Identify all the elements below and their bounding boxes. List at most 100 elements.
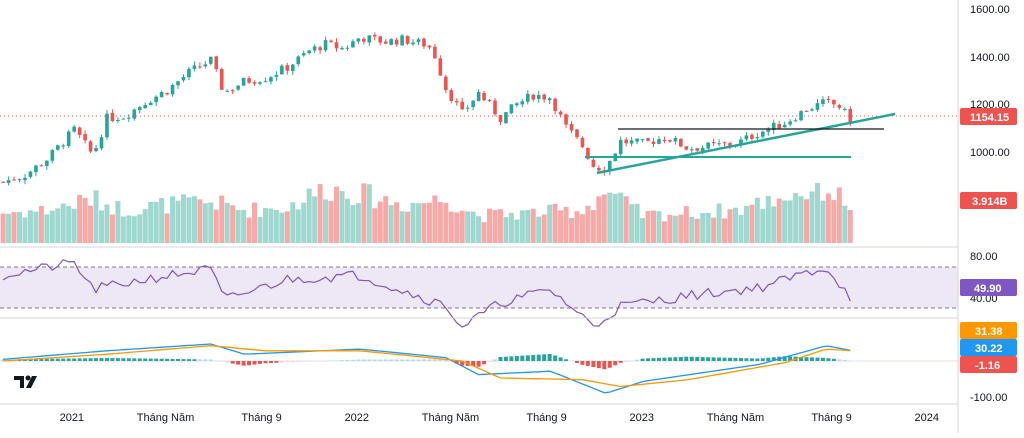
macd-histogram-bar <box>50 358 55 361</box>
macd-histogram-bar <box>383 359 388 361</box>
volume-bar <box>694 218 700 243</box>
macd-histogram-bar <box>104 357 109 361</box>
volume-bar <box>241 210 247 243</box>
volume-bar <box>120 216 126 243</box>
price-pane[interactable] <box>0 32 958 243</box>
volume-bar <box>148 201 154 243</box>
macd-histogram-bar <box>427 359 432 361</box>
macd-histogram-bar <box>416 359 421 361</box>
candle-body <box>187 68 191 78</box>
volume-bar <box>547 204 553 243</box>
volume-bar <box>383 196 389 243</box>
volume-bar <box>104 204 110 243</box>
volume-bar <box>831 200 837 243</box>
macd-histogram-bar <box>159 358 164 361</box>
candle-body <box>771 122 776 131</box>
macd-histogram-bar <box>55 358 60 361</box>
rsi-pane[interactable]: 80.00 40.00 49.90 <box>0 251 1017 328</box>
macd-histogram-bar <box>345 359 350 361</box>
candle-body <box>329 40 333 42</box>
candle-body <box>427 45 432 48</box>
macd-histogram-bar <box>323 360 328 362</box>
macd-pane[interactable]: 31.38 30.22 -1.16 -100.00 <box>0 322 1017 404</box>
candle-body <box>657 139 661 144</box>
volume-bar <box>569 218 575 243</box>
macd-histogram-bar <box>110 358 115 361</box>
candles <box>1 32 853 186</box>
candle-body <box>99 137 104 149</box>
candle-body <box>230 90 235 92</box>
volume-bar <box>437 201 443 243</box>
volume-bar <box>448 211 454 243</box>
signal-line <box>3 345 851 388</box>
time-axis[interactable]: 2021 Tháng Năm Tháng 9 2022 Tháng Năm Tháng 9… <box>60 412 939 424</box>
candle-body <box>826 98 831 100</box>
volume-bar <box>525 209 531 243</box>
candle-body <box>586 147 590 159</box>
volume-bar <box>262 208 268 243</box>
macd-histogram-bar <box>219 361 224 362</box>
macd-histogram-bar <box>722 357 727 361</box>
candle-body <box>635 138 639 142</box>
macd-histogram-bar <box>137 358 142 361</box>
candle-body <box>465 107 470 109</box>
volume-bar <box>683 206 689 243</box>
macd-histogram-bar <box>673 357 678 361</box>
volume-bar <box>722 218 728 243</box>
candle-body <box>531 94 536 100</box>
svg-text:-1.16: -1.16 <box>975 360 1000 372</box>
macd-histogram-bar <box>728 357 733 361</box>
ascending-trendline[interactable] <box>596 112 896 175</box>
time-tick-label: Tháng 9 <box>811 412 851 424</box>
volume-bar <box>732 207 738 243</box>
macd-histogram-bar <box>115 358 120 361</box>
candle-body <box>405 35 410 44</box>
candle-body <box>618 139 623 155</box>
macd-histogram-bar <box>848 360 853 362</box>
macd-histogram-bar <box>640 358 645 361</box>
candle-body <box>684 146 689 150</box>
candle-body <box>804 110 809 112</box>
macd-histogram-bar <box>553 355 558 361</box>
candle-body <box>143 105 148 109</box>
macd-histogram-bar <box>602 361 607 370</box>
tradingview-logo[interactable] <box>12 372 44 392</box>
macd-histogram-bar <box>618 361 623 363</box>
volume-bar <box>208 202 214 243</box>
macd-histogram-bar <box>733 357 738 361</box>
macd-histogram-bar <box>449 361 454 362</box>
volume-bar <box>312 196 318 243</box>
macd-histogram-bar <box>88 358 93 361</box>
volume-bar <box>711 217 717 243</box>
candle-body <box>198 66 202 68</box>
candle-body <box>367 35 372 43</box>
macd-histogram-bar <box>520 355 525 361</box>
candle-body <box>755 136 760 139</box>
macd-badge: 31.38 <box>960 322 1017 339</box>
macd-histogram-bar <box>717 357 722 361</box>
macd-histogram-bar <box>94 358 99 361</box>
macd-histogram-bar <box>476 361 481 367</box>
candle-body <box>837 105 842 108</box>
time-tick-label: Tháng Năm <box>422 412 479 424</box>
candle-body <box>717 143 721 145</box>
macd-histogram-bar <box>695 356 700 361</box>
volume-bar <box>563 206 569 243</box>
candle-body <box>209 56 213 64</box>
macd-histogram-bar <box>678 356 683 361</box>
volume-bar <box>361 183 367 243</box>
volume-bar <box>661 221 667 243</box>
volume-bar <box>137 214 143 243</box>
candle-body <box>597 167 601 171</box>
candle-body <box>575 129 579 138</box>
candle-body <box>280 65 284 75</box>
macd-histogram-bar <box>236 361 241 365</box>
volume-bar <box>246 217 252 243</box>
candle-body <box>482 92 486 101</box>
volume-bar <box>202 203 208 243</box>
macd-histogram-bar <box>66 358 71 361</box>
price-axis[interactable]: 1600.00 1400.00 1200.00 1000.00 1154.15 … <box>960 4 1017 209</box>
candle-body <box>777 124 782 129</box>
